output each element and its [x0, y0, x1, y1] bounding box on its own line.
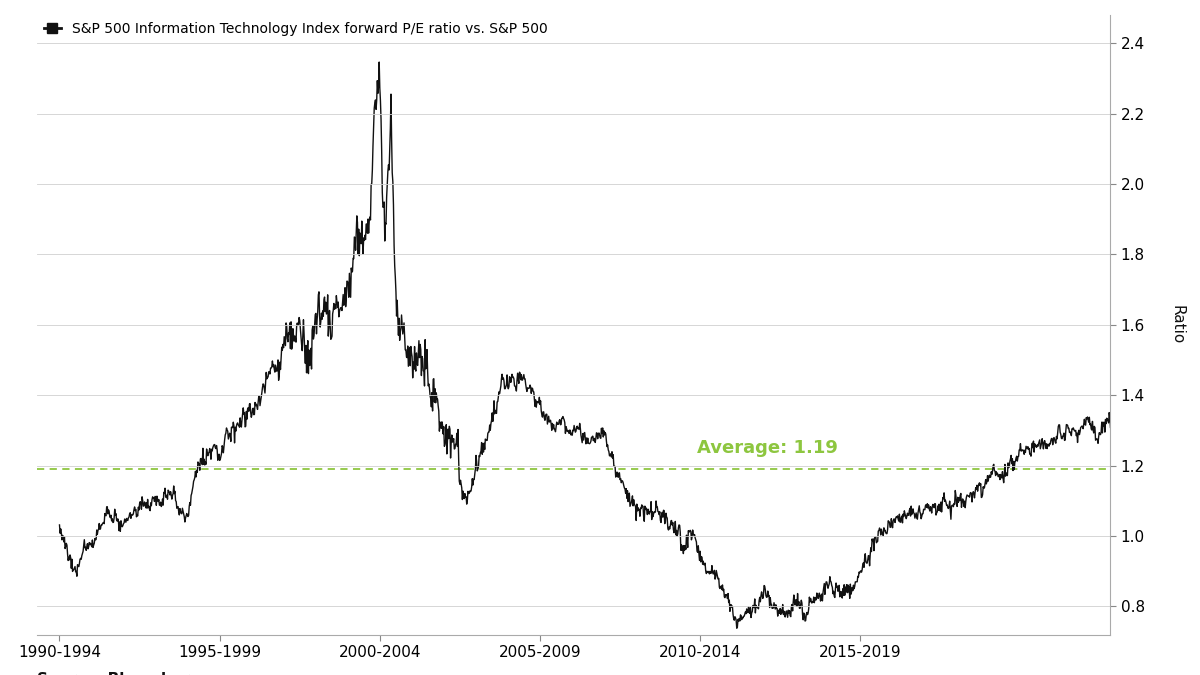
Text: Source: Bloomberg: Source: Bloomberg — [37, 672, 200, 675]
Text: Average: 1.19: Average: 1.19 — [697, 439, 838, 457]
Y-axis label: Ratio: Ratio — [1170, 305, 1186, 344]
Legend: S&P 500 Information Technology Index forward P/E ratio vs. S&P 500: S&P 500 Information Technology Index for… — [44, 22, 547, 36]
